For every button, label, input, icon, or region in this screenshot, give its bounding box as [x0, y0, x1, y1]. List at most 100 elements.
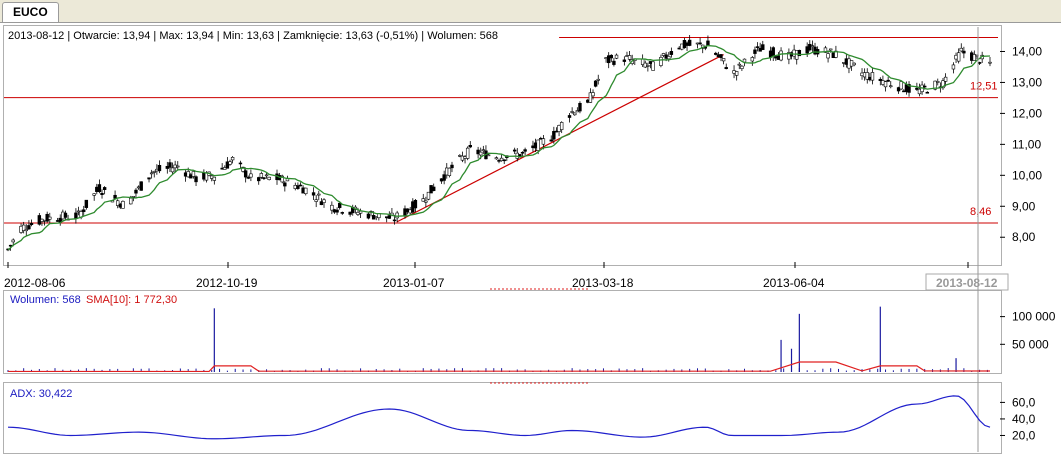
candle-body	[97, 184, 102, 193]
sma-label: SMA[10]: 1 772,30	[86, 294, 178, 306]
candle-body	[319, 201, 324, 206]
candle-body	[552, 131, 556, 140]
y-tick-label: 11,00	[1012, 137, 1041, 151]
candle-body	[322, 199, 326, 203]
candle-body	[92, 193, 96, 196]
candle-body	[828, 48, 833, 51]
candle-body	[230, 157, 235, 161]
candle-body	[593, 80, 598, 87]
candle-body	[661, 53, 666, 56]
volume-y-tick-label: 50 000	[1012, 337, 1049, 351]
candle-body	[267, 176, 271, 180]
info-date: 2013-08-12	[8, 30, 65, 42]
candle-body	[228, 161, 232, 165]
candle-body	[259, 173, 264, 178]
candle-body	[424, 200, 428, 203]
candle-body	[421, 198, 425, 202]
candle-body	[366, 213, 371, 219]
candle-body	[977, 62, 982, 64]
candle-body	[121, 200, 125, 209]
candle-body	[941, 80, 945, 89]
candle-body	[943, 76, 948, 82]
candle-body	[296, 185, 300, 189]
candle-body	[134, 189, 138, 194]
candle-body	[865, 72, 869, 80]
candle-body	[823, 47, 828, 53]
candle-body	[24, 229, 28, 232]
candle-body	[591, 92, 595, 97]
candle-body	[808, 43, 812, 51]
volume-panel	[3, 290, 1002, 374]
candle-body	[113, 194, 117, 199]
candle-body	[719, 54, 723, 58]
candle-body	[573, 112, 577, 116]
x-tick-label: 2013-08-12	[936, 276, 998, 290]
candle-body	[609, 54, 614, 59]
candle-body	[11, 239, 15, 243]
candle-body	[84, 199, 89, 208]
candle-body	[622, 59, 627, 62]
candle-body	[797, 49, 802, 57]
x-tick-label: 2012-08-06	[4, 276, 66, 290]
candle-body	[212, 176, 217, 181]
candle-body	[100, 193, 104, 196]
info-volume-label: Wolumen:	[427, 30, 477, 42]
candle-body	[413, 199, 418, 209]
candle-body	[886, 79, 890, 82]
candle-body	[870, 72, 875, 81]
candle-body	[149, 172, 154, 175]
candle-body	[348, 211, 352, 215]
candle-body	[578, 102, 582, 112]
candle-body	[810, 45, 815, 47]
adx-y-tick-label: 40,0	[1012, 412, 1036, 426]
candle-body	[264, 174, 269, 177]
candle-body	[311, 192, 316, 196]
candle-body	[520, 151, 525, 154]
info-open: 13,94	[122, 30, 151, 42]
candle-body	[614, 54, 619, 59]
candle-body	[567, 115, 572, 118]
candle-body	[147, 177, 151, 180]
candle-body	[152, 170, 156, 173]
candle-body	[721, 58, 726, 62]
candle-body	[956, 52, 961, 62]
y-tick-label: 12,00	[1012, 106, 1042, 120]
candle-body	[627, 55, 632, 60]
candle-body	[878, 78, 883, 81]
candle-body	[612, 60, 616, 65]
candle-body	[304, 187, 308, 195]
candle-body	[779, 50, 783, 61]
horizontal-line-label: 12,51	[970, 81, 998, 93]
candle-body	[241, 166, 245, 172]
candle-body	[687, 39, 692, 46]
candle-body	[771, 47, 775, 57]
info-min-label: Min:	[222, 30, 244, 42]
volume-sma-line	[8, 361, 991, 373]
candle-body	[387, 215, 392, 219]
candle-body	[753, 49, 757, 54]
candle-body	[669, 51, 674, 55]
candle-body	[426, 191, 431, 200]
candle-body	[63, 212, 68, 218]
tab-euco[interactable]: EUCO	[2, 2, 59, 22]
adx-y-tick-label: 20,0	[1012, 428, 1036, 442]
candle-body	[737, 63, 741, 66]
info-max-label: Max:	[159, 30, 184, 42]
candle-body	[549, 139, 553, 142]
candle-body	[724, 67, 728, 70]
info-bar: 2013-08-12 | Otwarcie: 13,94 | Max: 13,9…	[8, 30, 498, 42]
x-tick-label: 2013-06-04	[763, 276, 825, 290]
candle-body	[249, 173, 253, 178]
candles	[6, 34, 992, 252]
candle-body	[176, 165, 180, 168]
volume-label: Wolumen: 568	[10, 294, 81, 306]
candle-body	[298, 184, 303, 187]
candle-body	[317, 193, 321, 196]
info-volume: 568	[479, 30, 498, 42]
x-tick-label: 2012-10-19	[196, 276, 258, 290]
candle-body	[959, 47, 963, 52]
candle-body	[606, 55, 611, 64]
candle-body	[442, 174, 446, 181]
cursor-date-box	[925, 273, 1009, 291]
